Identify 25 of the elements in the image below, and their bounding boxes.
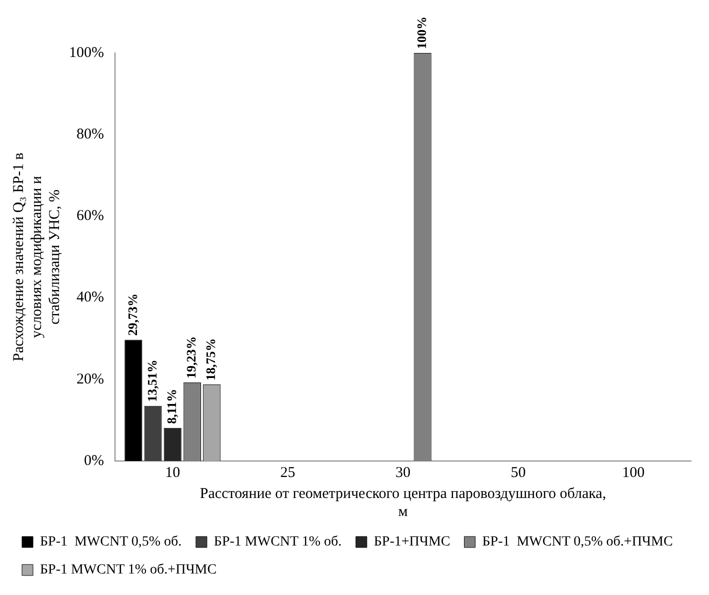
data-label: 18,75% (203, 338, 218, 380)
data-label: 29,73% (124, 293, 140, 336)
y-axis-title: Расхождение значений Q₃ БР-1 в условиях модификации и стабилизаци УНС, % (10, 152, 63, 362)
data-label: 19,23% (184, 336, 199, 379)
y-tick-label: 0% (84, 452, 104, 469)
y-tick-label: 80% (76, 126, 104, 143)
bar (124, 340, 142, 461)
data-label: 8,11% (164, 388, 179, 424)
y-tick-label: 40% (76, 290, 104, 306)
x-tick-label: 10 (165, 464, 180, 481)
x-tick-label: 50 (510, 464, 526, 481)
x-tick-label: 100 (622, 464, 645, 481)
x-axis-title: Расстояние от геометрического центра паровоздушного облака, м (200, 486, 606, 520)
legend-label: БР-1 MWCNT 0,5% об. (40, 534, 182, 550)
data-label: 13,51% (144, 360, 160, 402)
y-tick-label: 20% (76, 371, 104, 388)
x-tick-label: 25 (280, 464, 296, 481)
y-tick-label: 100% (68, 44, 104, 61)
legend-label: БР-1 MWCNT 1% об.+ПЧМС (40, 562, 217, 578)
x-tick-label: 30 (396, 464, 410, 481)
legend-label: БР-1+ПЧМС (374, 534, 450, 550)
data-label: 100% (414, 16, 429, 49)
y-tick-label: 60% (76, 208, 104, 224)
legend-label: БР-1 MWCNT 1% об. (214, 534, 342, 550)
legend-label: БР-1 MWCNT 0,5% об.+ПЧМС (482, 534, 673, 550)
